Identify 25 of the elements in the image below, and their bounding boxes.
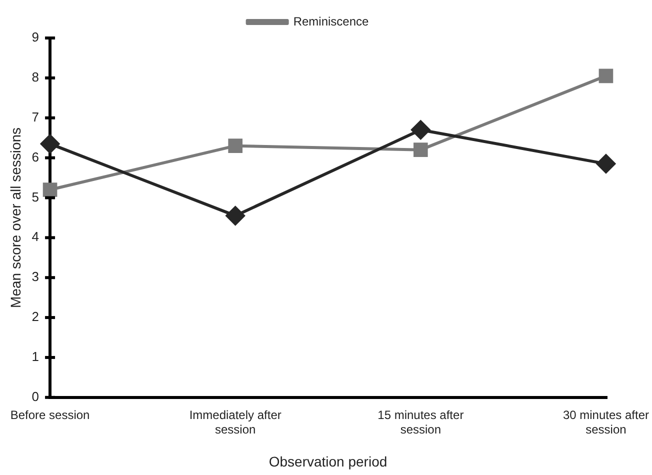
legend-label: Reminiscence	[293, 14, 370, 28]
y-tick-label: 6	[32, 149, 40, 164]
y-tick-label: 4	[32, 229, 40, 244]
y-tick-label: 8	[32, 70, 40, 85]
x-tick-label: Before session	[10, 408, 90, 422]
point	[40, 134, 60, 154]
x-axis-title: Observation period	[268, 453, 388, 470]
point	[42, 182, 58, 197]
y-axis-title: Mean score over all sessions	[7, 127, 24, 308]
point	[226, 206, 245, 226]
point	[596, 154, 616, 174]
y-tick-label: 2	[32, 309, 40, 324]
y-tick-label: 0	[32, 388, 40, 404]
point	[414, 142, 428, 157]
x-tick-label: 30 minutes after session	[562, 408, 650, 436]
y-tick-label: 5	[32, 189, 40, 204]
point	[411, 120, 430, 140]
y-tick-label: 1	[32, 349, 40, 364]
x-tick-label: Immediately after session	[189, 408, 282, 436]
y-tick-label: 9	[32, 30, 40, 45]
point	[228, 138, 243, 153]
point	[598, 68, 614, 84]
x-tick-label: 15 minutes after session	[378, 408, 464, 436]
y-tick-label: 3	[32, 269, 40, 284]
y-tick-label: 7	[32, 109, 40, 124]
